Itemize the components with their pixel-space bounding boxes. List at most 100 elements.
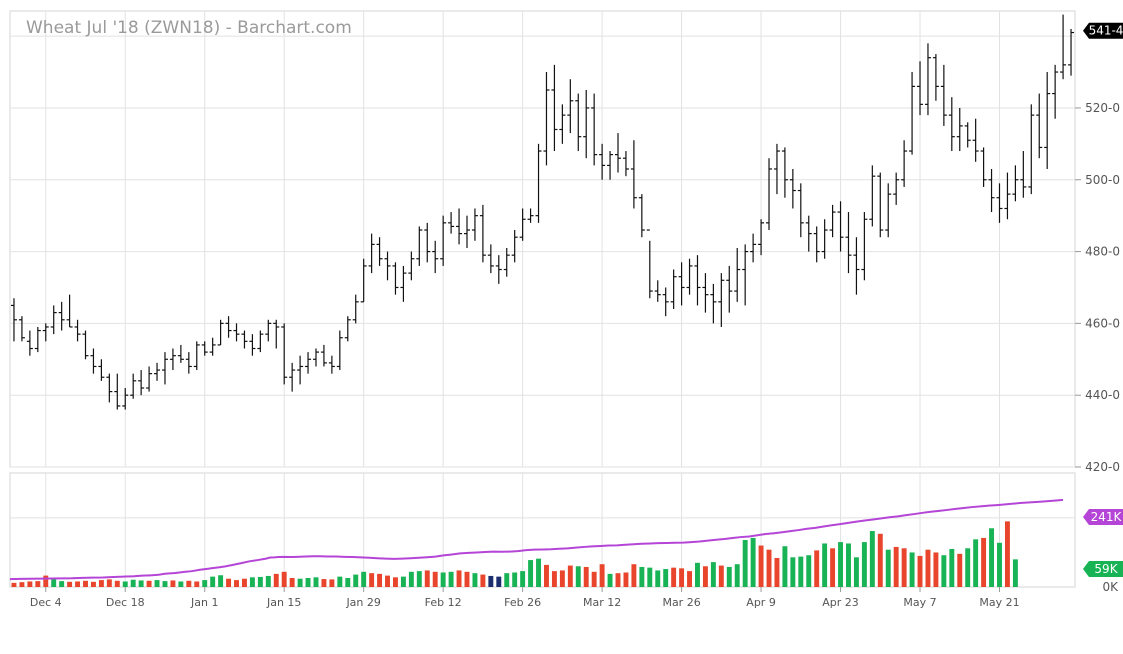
- volume-bar: [106, 579, 112, 587]
- ohlc-bar: [710, 283, 717, 324]
- ohlc-bar: [400, 265, 407, 302]
- ohlc-bar: [1068, 28, 1075, 76]
- volume-bar: [27, 581, 33, 587]
- ohlc-bar: [527, 208, 534, 223]
- price-panel: [9, 10, 1076, 468]
- ohlc-bar: [567, 79, 574, 134]
- ohlc-bar: [241, 330, 248, 349]
- volume-bar: [1012, 559, 1018, 587]
- volume-bar: [67, 581, 73, 587]
- price-tick-label: 480-0: [1085, 245, 1120, 259]
- ohlc-bar: [273, 319, 280, 349]
- volume-bar: [448, 571, 454, 587]
- axis-layer: 420-0 440-0 460-0 480-0 500-0 520-0 Dec 4 Dec 1…: [30, 22, 1123, 609]
- open-interest-layer: [9, 498, 1064, 581]
- ohlc-bar: [138, 370, 145, 396]
- volume-bar: [861, 542, 867, 587]
- volume-bar: [846, 543, 851, 587]
- volume-bar: [178, 581, 184, 587]
- volume-bar: [830, 548, 836, 587]
- date-label: May 21: [979, 596, 1019, 609]
- ohlc-bar: [599, 143, 606, 180]
- last-price-flag-bg: [1083, 22, 1123, 39]
- ohlc-bar: [654, 280, 661, 302]
- volume-bar: [59, 581, 65, 587]
- volume-bar: [663, 569, 669, 587]
- ohlc-bar: [352, 294, 359, 324]
- price-tick-label: 500-0: [1085, 173, 1120, 187]
- ohlc-bar: [26, 330, 33, 356]
- volume-bar: [853, 557, 859, 587]
- volume-bar: [702, 566, 708, 587]
- volume-bar: [234, 580, 239, 587]
- ohlc-bar: [622, 151, 629, 177]
- ohlc-bar: [1004, 172, 1011, 220]
- grid-layer: [9, 10, 1076, 588]
- ohlc-bar: [58, 301, 65, 331]
- ohlc-bar: [630, 140, 637, 209]
- ohlc-bar: [384, 251, 391, 281]
- ohlc-bar: [686, 258, 693, 295]
- date-label: Feb 12: [425, 596, 462, 609]
- ohlc-bar: [559, 104, 566, 144]
- volume-bar: [345, 578, 351, 587]
- ohlc-bar: [893, 172, 900, 205]
- volume-bar: [536, 558, 541, 587]
- price-tick-label: 420-0: [1085, 460, 1120, 474]
- ohlc-bar: [440, 215, 447, 266]
- date-label: Apr 9: [746, 596, 776, 609]
- ohlc-bar: [1052, 64, 1059, 119]
- open-interest-line: [9, 498, 1064, 581]
- ohlc-bar: [201, 341, 208, 356]
- ohlc-bar: [320, 344, 327, 367]
- open-interest-flag-text: 241K: [1091, 510, 1123, 524]
- ohlc-bar: [146, 366, 153, 392]
- volume-bar: [313, 577, 319, 587]
- ohlc-bar: [853, 237, 860, 295]
- volume-flag-text: 59K: [1094, 562, 1118, 576]
- ohlc-bar: [805, 215, 812, 252]
- ohlc-bar: [861, 212, 868, 281]
- ohlc-bar: [479, 204, 486, 263]
- volume-tick-label: 0K: [1102, 580, 1119, 594]
- ohlc-bar: [1028, 104, 1035, 195]
- ohlc-bar: [312, 348, 319, 367]
- volume-bar: [877, 533, 883, 587]
- volume-bar: [146, 580, 152, 587]
- volume-bar: [949, 549, 955, 587]
- last-price-flag-text: 541-4: [1089, 24, 1123, 38]
- volume-bar: [917, 555, 923, 587]
- ohlc-bar: [670, 269, 677, 310]
- ohlc-bar: [344, 316, 351, 342]
- ohlc-bar: [130, 373, 137, 399]
- volume-bar: [869, 531, 875, 587]
- ohlc-bar: [988, 168, 995, 213]
- volume-bars: [11, 521, 1018, 587]
- ohlc-bar: [106, 373, 113, 403]
- volume-bar: [734, 564, 740, 587]
- volume-bar: [98, 580, 104, 587]
- ohlc-bar: [328, 355, 335, 374]
- ohlc-bar: [1020, 151, 1027, 198]
- volume-bar: [496, 576, 502, 587]
- ohlc-bar: [877, 172, 884, 238]
- ohlc-bar: [591, 93, 598, 166]
- volume-bar: [981, 537, 987, 587]
- ohlc-bar: [1036, 93, 1043, 159]
- volume-bar: [138, 580, 144, 587]
- ohlc-bar: [289, 362, 296, 392]
- ohlc-bar: [909, 72, 916, 155]
- ohlc-bar: [74, 319, 81, 342]
- ohlc-bar: [615, 133, 622, 173]
- volume-bar: [90, 581, 96, 587]
- ohlc-bar: [607, 151, 614, 180]
- volume-bar: [591, 571, 597, 587]
- ohlc-bar: [646, 229, 653, 299]
- volume-bar: [615, 573, 621, 587]
- volume-bar: [687, 571, 692, 587]
- volume-bar: [997, 542, 1002, 587]
- volume-bar: [480, 574, 486, 587]
- ohlc-bar: [233, 323, 240, 342]
- volume-bar: [957, 553, 963, 587]
